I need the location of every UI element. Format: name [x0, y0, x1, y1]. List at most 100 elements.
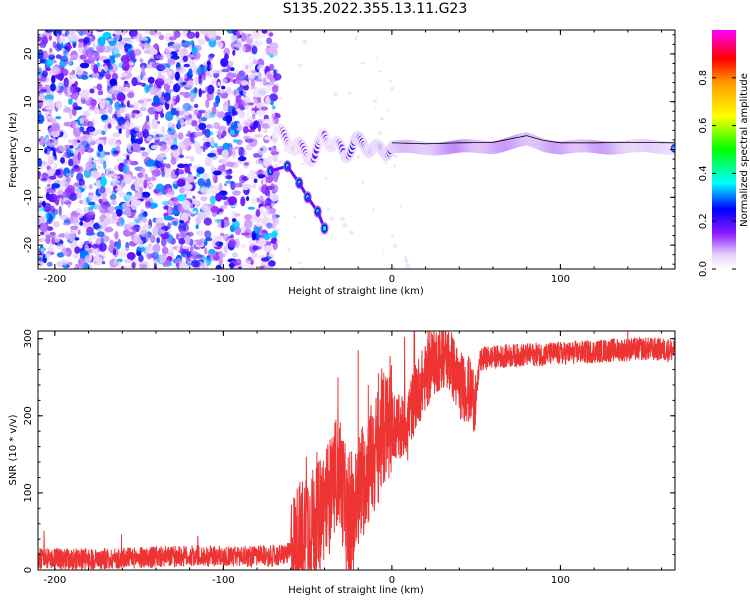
- spectrogram-noise-blob: [270, 151, 280, 155]
- spectrogram-noise-blob: [151, 169, 161, 177]
- spectrogram-noise-blob: [245, 144, 253, 151]
- spectrogram-noise-blob: [167, 140, 175, 145]
- spectrogram-noise-blob: [107, 123, 112, 129]
- spectrogram-noise-blob: [128, 30, 138, 37]
- spectrogram-noise-blob: [205, 237, 213, 242]
- spectrogram-noise-blob: [140, 71, 146, 77]
- spectrogram-noise-blob: [134, 125, 141, 132]
- spectrogram-noise-blob: [46, 165, 51, 170]
- spectrogram-noise-blob: [147, 106, 157, 115]
- spectrogram-noise-blob: [217, 111, 226, 119]
- spectrogram-noise-blob: [230, 181, 236, 191]
- spectrogram-noise-blob: [152, 259, 159, 265]
- spectrogram-noise-blob: [270, 100, 274, 106]
- spectrogram-noise-blob: [72, 216, 79, 225]
- spectrogram-noise-blob: [161, 236, 167, 247]
- spectrogram-noise-blob: [114, 34, 121, 40]
- spectrogram-noise-blob: [206, 178, 211, 184]
- spectrogram-noise-blob: [84, 117, 89, 123]
- spectrogram-noise-blob: [204, 128, 211, 138]
- spectrogram-noise-blob: [247, 129, 255, 133]
- spectrogram-noise-blob: [111, 85, 119, 96]
- spectrogram-noise-blob: [184, 234, 191, 245]
- spectrogram-noise-blob: [158, 229, 166, 234]
- spectrogram-noise-blob: [223, 246, 228, 253]
- spectrogram-noise-blob: [180, 48, 188, 55]
- spectrogram-noise-blob: [112, 47, 120, 55]
- spectrogram-noise-blob: [261, 30, 268, 34]
- spectrogram-noise-blob: [263, 118, 271, 123]
- spectrogram-noise-blob: [349, 230, 354, 235]
- spectrogram-noise-blob: [120, 76, 126, 80]
- spectrogram-noise-blob: [85, 48, 94, 58]
- spectrogram-noise-blob: [259, 147, 264, 152]
- spectrogram-noise-blob: [83, 168, 92, 179]
- spectrogram-noise-blob: [121, 247, 131, 251]
- spectrogram-noise-blob: [207, 30, 217, 39]
- spectrogram-noise-blob: [133, 138, 143, 145]
- spectrogram-noise-blob: [97, 152, 101, 158]
- spectrogram-noise-blob: [66, 33, 77, 41]
- spectrogram-noise-blob: [189, 92, 195, 103]
- spectrogram-noise-blob: [378, 70, 383, 73]
- spectrogram-noise-blob: [48, 193, 58, 203]
- spectrogram-noise-blob: [232, 73, 237, 78]
- spectrogram-noise-blob: [404, 255, 408, 261]
- spectrogram-noise-blob: [144, 42, 148, 52]
- spectrogram-noise-blob: [271, 237, 278, 244]
- spectrogram-noise-blob: [173, 83, 181, 93]
- spectrogram-noise-blob: [51, 66, 61, 75]
- spectrogram-noise-blob: [125, 206, 131, 217]
- spectrogram-noise-blob: [139, 147, 146, 151]
- spectrogram-noise-blob: [91, 195, 100, 202]
- spectrogram-noise-blob: [264, 136, 273, 141]
- spectrogram-noise-blob: [63, 121, 73, 127]
- spectrogram-noise-blob: [122, 70, 132, 80]
- spectrogram-noise-blob: [112, 137, 116, 147]
- spectrogram-noise-blob: [179, 264, 186, 269]
- spectrogram-noise-blob: [112, 150, 119, 155]
- spectrogram-noise-blob: [144, 84, 150, 94]
- spectrogram-noise-blob: [173, 246, 178, 250]
- spectrogram-noise-blob: [219, 205, 228, 210]
- spectrogram-noise-blob: [190, 260, 201, 268]
- spectrogram-noise-blob: [245, 138, 254, 143]
- spectrogram-noise-blob: [250, 260, 254, 265]
- spectrogram-noise-blob: [165, 137, 171, 141]
- spectrogram-noise-blob: [265, 222, 274, 230]
- spectrogram-noise-blob: [236, 72, 241, 80]
- spectrogram-noise-blob: [62, 222, 71, 226]
- spectrogram-noise-blob: [386, 109, 389, 112]
- spectrogram-noise-blob: [63, 250, 69, 257]
- spectrogram-noise-blob: [238, 146, 245, 157]
- spectrogram-noise-blob: [214, 218, 223, 223]
- spectrogram-noise-blob: [190, 210, 197, 214]
- spectrogram-noise-blob: [55, 100, 63, 110]
- spectrogram-noise-blob: [44, 94, 54, 101]
- spectrogram-noise-blob: [119, 107, 125, 114]
- spectrogram-noise-blob: [246, 196, 250, 202]
- spectrogram-noise-blob: [69, 153, 74, 157]
- spectrogram-noise-blob: [196, 230, 204, 236]
- spectrogram-noise-blob: [52, 59, 57, 64]
- spectrogram-noise-blob: [232, 139, 240, 143]
- spectrogram-noise-blob: [252, 183, 257, 189]
- spectrogram-noise-blob: [252, 245, 259, 251]
- spectrogram-noise-blob: [74, 264, 78, 269]
- spectrogram-noise-blob: [197, 39, 206, 45]
- spectrogram-noise-blob: [234, 213, 241, 217]
- spectrogram-noise-blob: [139, 106, 147, 112]
- spectrogram-noise-blob: [179, 144, 188, 151]
- spectrogram-noise-blob: [68, 138, 72, 144]
- spectrogram-noise-blob: [201, 137, 211, 142]
- spectrogram-noise-blob: [247, 206, 255, 210]
- spectrogram-noise-blob: [117, 86, 126, 92]
- spectrogram-noise-blob: [230, 124, 239, 130]
- spectrogram-noise-blob: [59, 180, 64, 187]
- spectrogram-noise-blob: [45, 178, 52, 183]
- spectrogram-noise-blob: [84, 244, 89, 251]
- spectrogram-noise-blob: [253, 97, 258, 106]
- spectrogram-noise-blob: [240, 96, 245, 100]
- spectrogram-noise-blob: [222, 105, 229, 113]
